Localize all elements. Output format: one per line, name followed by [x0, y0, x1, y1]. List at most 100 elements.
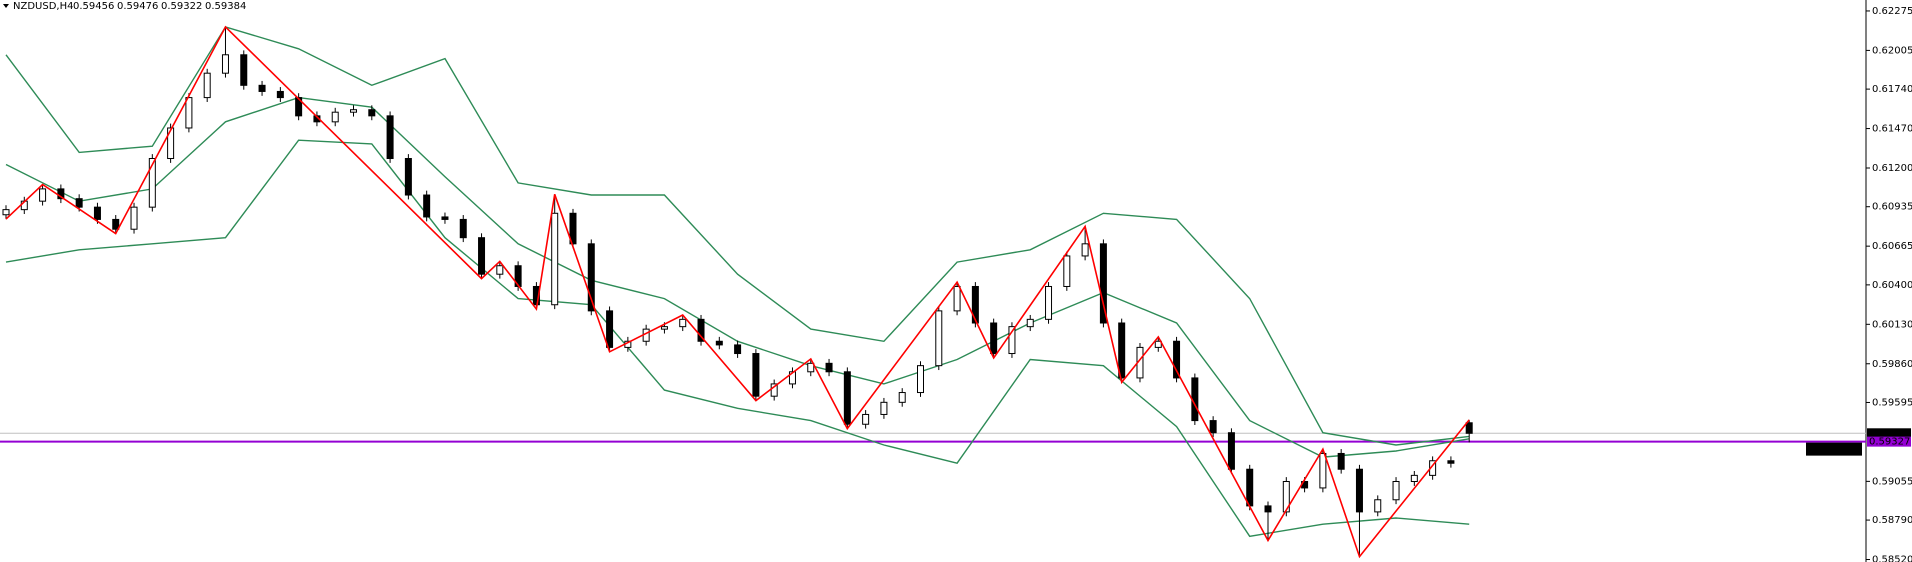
line-price-label-bg	[1867, 436, 1911, 447]
candle-body	[1282, 481, 1290, 513]
indicator-label-bg	[1806, 442, 1862, 456]
candle-body	[715, 340, 723, 346]
band-upper	[5, 26, 1470, 446]
candle-body	[112, 218, 120, 230]
candle-body	[478, 237, 486, 275]
candle-body	[75, 198, 83, 208]
candle-body	[1099, 243, 1107, 324]
candle-body	[148, 158, 156, 208]
y-tick-label: 0.59860	[1872, 359, 1912, 370]
y-tick-label: 0.61740	[1872, 84, 1912, 95]
bid-price-label: 0.59384	[1869, 428, 1910, 439]
candle-body	[752, 353, 760, 397]
candle-body	[880, 401, 888, 415]
candle-body	[496, 265, 504, 275]
candle-body	[551, 212, 559, 306]
candle-body	[953, 285, 961, 312]
candle-body	[679, 318, 687, 328]
candle-body	[441, 216, 449, 220]
candle-body	[734, 344, 742, 355]
candle-body	[240, 54, 248, 86]
candle-body	[93, 206, 101, 220]
y-tick-label: 0.61470	[1872, 124, 1912, 135]
candle-body	[1410, 474, 1418, 483]
candle-body	[1374, 499, 1382, 513]
y-tick-label: 0.58790	[1872, 515, 1912, 526]
candle-body	[660, 326, 668, 330]
candle-body	[862, 413, 870, 425]
header-close: 0.59384	[205, 1, 246, 12]
candle-body	[331, 111, 339, 123]
menu-arrow[interactable]	[3, 4, 9, 8]
candle-body	[807, 362, 815, 373]
candle-body	[1063, 255, 1071, 287]
candle-body	[1447, 460, 1455, 464]
y-tick-label: 0.62005	[1872, 45, 1912, 56]
candle-body	[1081, 243, 1089, 257]
y-tick-label: 0.60665	[1872, 241, 1912, 252]
candle-body	[1264, 505, 1272, 513]
candle-body	[569, 212, 577, 245]
y-tick-label: 0.59595	[1872, 397, 1912, 408]
candle-body	[295, 97, 303, 117]
line-price-label: 0.59327	[1869, 437, 1910, 448]
candle-body	[2, 209, 10, 216]
candle-body	[971, 285, 979, 324]
y-tick-label: 0.60935	[1872, 202, 1912, 213]
candle-body	[423, 194, 431, 218]
candle-body	[1045, 285, 1053, 320]
candle-body	[1026, 318, 1034, 328]
y-tick-label: 0.61200	[1872, 163, 1912, 174]
candle-body	[606, 310, 614, 348]
header-low: 0.59322	[161, 1, 202, 12]
candle-body	[350, 109, 358, 113]
y-tick-label: 0.60130	[1872, 319, 1912, 330]
band-lower	[5, 139, 1470, 538]
y-tick-label: 0.59055	[1872, 476, 1912, 487]
candle-body	[697, 318, 705, 342]
candle-body	[1337, 452, 1345, 470]
candle-body	[1319, 452, 1327, 489]
candle-body	[185, 97, 193, 129]
candle-body	[843, 371, 851, 425]
candle-body	[130, 206, 138, 230]
candle-body	[1392, 481, 1400, 501]
y-tick-label: 0.60400	[1872, 280, 1912, 291]
candle-body	[935, 310, 943, 367]
zigzag	[5, 25, 1470, 559]
candle-body	[1118, 322, 1126, 379]
indicator-label: BB ON	[1818, 444, 1850, 455]
candle-body	[990, 322, 998, 355]
candle-body	[1355, 468, 1363, 513]
y-tick-label: 0.58520	[1872, 555, 1912, 562]
candle-body	[587, 243, 595, 312]
candle-body	[459, 218, 467, 239]
candle-body	[221, 54, 229, 74]
candle-body	[1465, 422, 1473, 434]
candle-body	[1227, 432, 1235, 470]
header-open: 0.59456	[73, 1, 114, 12]
candle-body	[276, 90, 284, 99]
candle-body	[203, 72, 211, 99]
candle-body	[386, 115, 394, 160]
candle-body	[57, 188, 65, 200]
candle-body	[1246, 468, 1254, 507]
candle-body	[1209, 420, 1217, 434]
candle-body	[368, 109, 376, 117]
candle-body	[1154, 340, 1162, 348]
candle-body	[258, 84, 266, 92]
candle-body	[825, 362, 833, 373]
header-high: 0.59476	[117, 1, 158, 12]
candle-body	[1008, 326, 1016, 355]
candle-body	[1173, 340, 1181, 379]
candle-body	[404, 158, 412, 196]
candle-body	[898, 392, 906, 403]
y-tick-label: 0.62275	[1872, 6, 1912, 17]
symbol: NZDUSD,H4	[13, 1, 73, 12]
candle-body	[39, 188, 47, 202]
candle-body	[917, 365, 924, 394]
bid-price-label-bg	[1867, 428, 1911, 439]
